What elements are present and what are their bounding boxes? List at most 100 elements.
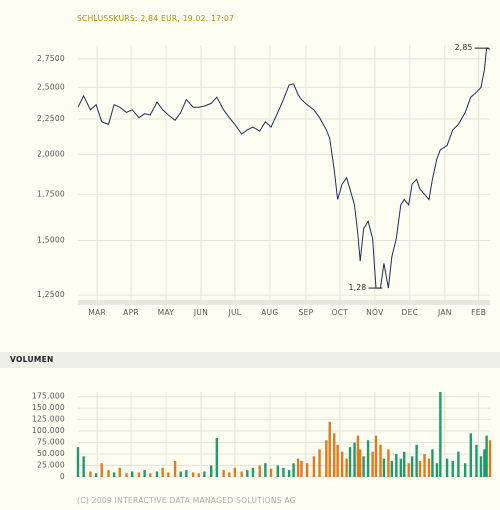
volume-bar [112,472,116,477]
volume-bar [345,458,348,477]
volume-bar [418,460,422,477]
volume-title: VOLUMEN [10,355,54,364]
volume-bar [445,458,449,477]
copyright: (C) 2009 INTERACTIVE DATA MANAGED SOLUTI… [77,496,296,505]
volume-bar [276,465,279,477]
volume-bar [137,472,141,477]
volume-bar [374,435,378,477]
volume-bar [469,433,473,477]
y-tick-label: 100.000 [32,426,65,435]
volume-bar [287,470,291,477]
volume-bar [325,440,328,477]
volume-bar [371,451,374,477]
volume-bar [233,467,237,477]
volume-bar [300,460,303,477]
volume-bar [475,444,478,477]
volume-bar [215,437,219,477]
volume-bar [407,463,410,477]
volume-bar [348,447,352,477]
volume-bar [173,460,177,477]
volume-bar [305,463,309,477]
volume-bar [399,458,403,477]
x-tick-label: AUG [261,308,278,317]
y-tick-label: 25.000 [37,461,65,470]
y-tick-label: 2,5000 [37,82,65,91]
x-tick-label: SEP [299,308,314,317]
volume-bar [269,468,273,477]
volume-bar [439,392,442,477]
y-tick-label: 50.000 [37,449,65,458]
volume-bar [191,472,195,477]
volume-bar [483,449,486,477]
volume-bar [197,473,200,477]
volume-bar [185,470,188,477]
volume-bar [246,470,249,477]
x-tick-label: NOV [366,308,384,317]
price-line [77,47,491,289]
y-tick-label: 175.000 [32,392,65,401]
volume-bar [410,456,414,477]
y-tick-label: 2,0000 [37,149,65,158]
volume-bar [76,447,80,477]
volume-bar [118,467,121,477]
volume-bar [143,470,146,477]
volume-bar [130,471,134,477]
volume-bar [240,471,243,477]
y-tick-label: 1,7500 [37,189,65,198]
volume-bar [379,444,382,477]
volume-bar [463,463,467,477]
volume-band [0,352,500,368]
volume-bar [161,467,164,477]
volume-bar [395,454,398,477]
y-tick-label: 1,2500 [37,290,65,299]
volume-bar [390,460,393,477]
volume-bar [431,449,434,477]
y-tick-label: 2,7500 [37,54,65,63]
y-tick-label: 0 [60,472,65,481]
volume-bar [435,463,439,477]
volume-bar [282,467,285,477]
x-tick-label: DEC [402,308,419,317]
volume-bar [427,458,431,477]
volume-bar [318,449,321,477]
x-axis-band [78,300,490,305]
y-tick-label: 125.000 [32,415,65,424]
volume-bar [155,471,159,477]
volume-bar [403,451,406,477]
volume-bar [382,458,386,477]
volume-bar [107,470,110,477]
volume-bar [209,465,213,477]
volume-bar [362,456,365,477]
volume-bar [356,435,360,477]
volume-bar [258,465,261,477]
volume-bar [251,467,255,477]
chart-title: SCHLUSSKURS: 2,84 EUR, 19.02. 17:07 [77,14,234,23]
volume-bar [423,454,426,477]
y-tick-label: 75.000 [37,438,65,447]
volume-bar [222,470,225,477]
volume-bar [387,449,390,477]
x-tick-label: JUN [193,308,208,317]
annotation-label: 2,85 [455,43,473,52]
volume-bar [488,440,492,477]
x-tick-label: MAR [88,308,106,317]
volume-bar [149,473,152,477]
volume-bar [264,463,267,477]
x-tick-label: JAN [437,308,452,317]
volume-bar [479,456,483,477]
volume-bar [167,472,170,477]
volume-bar [94,473,98,477]
volume-bar [340,451,344,477]
y-tick-label: 2,2500 [37,114,65,123]
volume-bar [312,456,316,477]
volume-bar [415,444,418,477]
x-tick-label: JUL [228,308,242,317]
volume-bar [296,458,300,477]
volume-bar [125,473,128,477]
volume-bar [89,471,92,477]
annotation-label: 1,28 [349,283,367,292]
volume-bar [82,456,85,477]
y-tick-label: 1,5000 [37,236,65,245]
volume-bar [100,463,103,477]
